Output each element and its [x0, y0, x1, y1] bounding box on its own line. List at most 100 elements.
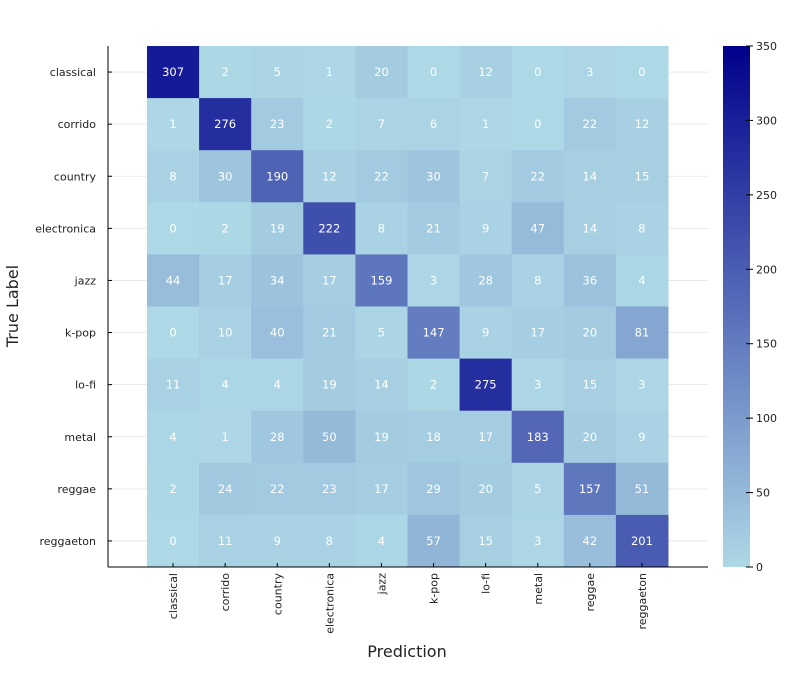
cell-value-label: 21 — [322, 326, 337, 340]
cell-value-label: 3 — [430, 273, 437, 287]
heatmap-cell — [407, 514, 461, 568]
cell-value-label: 15 — [583, 378, 598, 392]
y-tick-label: reggae — [57, 483, 96, 496]
cell-value-label: 0 — [534, 65, 541, 79]
colorbar-tick-label: 150 — [756, 338, 777, 351]
heatmap-cell — [459, 150, 513, 203]
cell-value-label: 157 — [579, 482, 601, 496]
colorbar: 0 50 100 150 200 250 300 350 — [723, 40, 777, 574]
x-tick-label: country — [271, 573, 284, 616]
cell-value-label: 222 — [318, 221, 340, 235]
cell-value-label: 0 — [430, 65, 437, 79]
heatmap-cell — [303, 514, 356, 568]
heatmap-cell — [303, 202, 356, 255]
heatmap-cell — [199, 150, 252, 203]
cell-value-label: 19 — [374, 430, 389, 444]
heatmap-cell — [511, 462, 565, 516]
cell-value-label: 190 — [266, 169, 288, 183]
heatmap-cell — [355, 306, 408, 360]
cell-value-label: 3 — [638, 378, 645, 392]
cell-value-label: 14 — [374, 378, 389, 392]
heatmap-cell — [407, 46, 461, 99]
cell-value-label: 51 — [635, 482, 650, 496]
cell-value-label: 57 — [426, 534, 441, 548]
cell-value-label: 21 — [426, 221, 441, 235]
colorbar-tick-label: 50 — [756, 487, 770, 500]
cell-value-label: 4 — [638, 273, 645, 287]
heatmap-cell — [563, 46, 617, 99]
heatmap-cell — [147, 306, 200, 360]
heatmap-cell — [147, 410, 200, 464]
heatmap-cell — [563, 254, 617, 307]
heatmap-cell — [355, 202, 408, 255]
x-tick-label: reggae — [584, 573, 597, 612]
cell-value-label: 4 — [169, 430, 176, 444]
cell-value-label: 30 — [426, 169, 441, 183]
cell-value-label: 11 — [218, 534, 233, 548]
cell-value-label: 40 — [270, 326, 285, 340]
cell-value-label: 276 — [214, 117, 236, 131]
heatmap-cell — [615, 358, 669, 412]
cell-value-label: 9 — [274, 534, 281, 548]
heatmap-cell — [459, 462, 513, 516]
cell-value-label: 28 — [478, 273, 493, 287]
cell-value-label: 9 — [482, 221, 489, 235]
heatmap-cell — [355, 462, 408, 516]
heatmap-cell — [563, 202, 617, 255]
cell-value-label: 28 — [270, 430, 285, 444]
heatmap-cell — [615, 254, 669, 307]
cell-value-label: 29 — [426, 482, 441, 496]
x-tick-label: reggaeton — [636, 573, 649, 630]
cell-value-label: 44 — [166, 273, 181, 287]
heatmap-cell — [459, 254, 513, 307]
heatmap-cell — [251, 98, 304, 151]
cell-value-label: 17 — [322, 273, 337, 287]
cell-value-label: 2 — [430, 378, 437, 392]
colorbar-tick-label: 300 — [756, 114, 777, 127]
cell-value-label: 2 — [326, 117, 333, 131]
cell-value-label: 4 — [378, 534, 385, 548]
heatmap-cell — [459, 410, 513, 464]
heatmap-cell — [511, 410, 565, 464]
y-tick-label: metal — [64, 431, 96, 444]
cell-value-label: 7 — [378, 117, 385, 131]
heatmap-cell — [355, 358, 408, 412]
heatmap-cell — [147, 358, 200, 412]
cell-value-label: 5 — [378, 326, 385, 340]
heatmap-cell — [251, 46, 304, 99]
cell-value-label: 15 — [635, 169, 650, 183]
heatmap-cell — [407, 358, 461, 412]
cell-value-label: 0 — [534, 117, 541, 131]
cell-value-label: 8 — [326, 534, 333, 548]
cell-value-label: 3 — [586, 65, 593, 79]
colorbar-tick-label: 250 — [756, 189, 777, 202]
heatmap-cell — [199, 358, 252, 412]
cell-value-label: 159 — [370, 273, 392, 287]
colorbar-tick-label: 200 — [756, 263, 777, 276]
cell-value-label: 23 — [322, 482, 337, 496]
x-tick-label: metal — [532, 573, 545, 605]
cell-value-label: 201 — [631, 534, 653, 548]
cell-value-label: 2 — [221, 221, 228, 235]
cell-value-label: 1 — [169, 117, 176, 131]
heatmap-cell — [147, 98, 200, 151]
cell-value-label: 8 — [638, 221, 645, 235]
heatmap-cell — [615, 514, 669, 568]
heatmap-cell — [355, 46, 408, 99]
heatmap-cell — [407, 202, 461, 255]
cell-value-label: 22 — [583, 117, 598, 131]
heatmap-cell — [251, 202, 304, 255]
cell-value-label: 0 — [169, 534, 176, 548]
y-tick-labels: classical corrido country electronica jazz k-… — [35, 66, 96, 548]
heatmap-cell — [251, 462, 304, 516]
heatmap-cell — [459, 98, 513, 151]
colorbar-tick-label: 0 — [756, 561, 763, 574]
heatmap-cell — [199, 202, 252, 255]
x-tick-label: jazz — [375, 573, 388, 596]
cell-value-label: 36 — [583, 273, 598, 287]
cell-value-label: 11 — [166, 378, 181, 392]
heatmap-cell — [147, 462, 200, 516]
y-tick-label: lo-fi — [75, 379, 96, 392]
heatmap-cell — [615, 98, 669, 151]
heatmap-cell — [147, 150, 200, 203]
